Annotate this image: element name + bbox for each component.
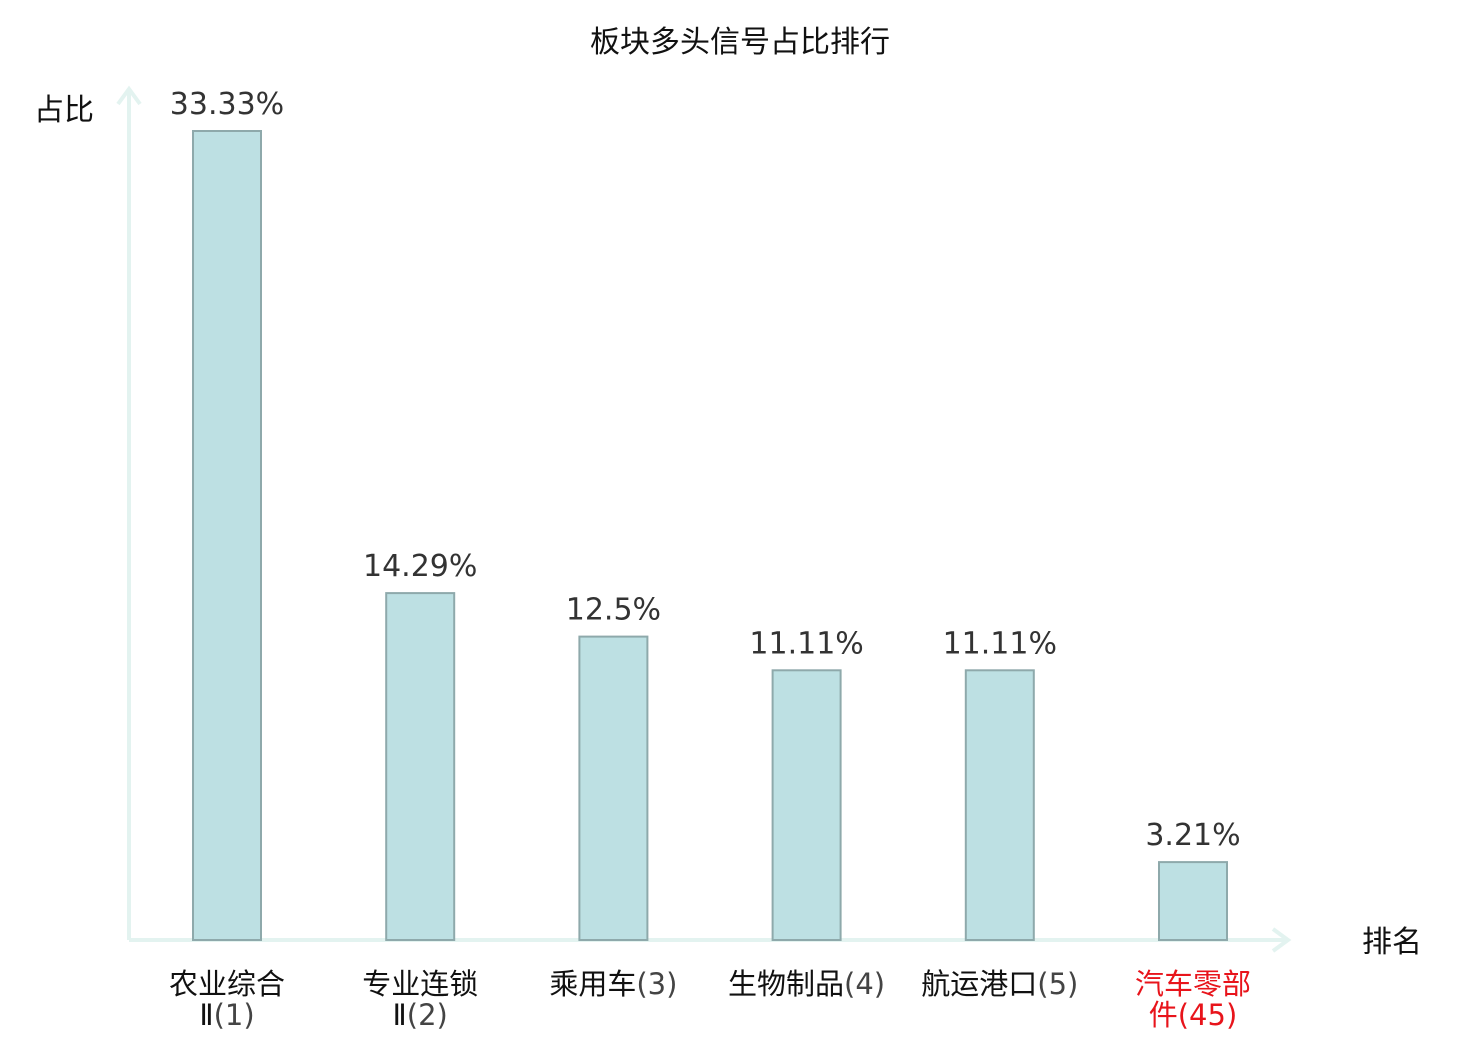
- category-label-6: 汽车零部件(45): [1135, 967, 1251, 1032]
- bar-3: [578, 635, 649, 941]
- value-label-2: 14.29%: [363, 549, 477, 584]
- value-label-5: 11.11%: [943, 626, 1057, 661]
- category-label-1: 农业综合 Ⅱ(1): [169, 967, 285, 1032]
- bar-6: [1158, 861, 1228, 941]
- category-labels-group: 农业综合 Ⅱ(1) 专业连锁 Ⅱ(2) 乘用车(3) 生物制品(4) 航运港口(5) 汽车零部…: [169, 967, 1251, 1032]
- y-axis-arrow-icon: [116, 85, 142, 106]
- bar-2: [385, 592, 456, 941]
- bar-5: [964, 669, 1035, 941]
- bars-group: [192, 130, 1228, 941]
- value-label-6: 3.21%: [1145, 818, 1240, 853]
- value-label-3: 12.5%: [566, 593, 661, 628]
- x-axis-label: 排名: [1362, 925, 1422, 960]
- value-labels-group: 33.33% 14.29% 12.5% 11.11% 11.11% 3.21%: [170, 87, 1241, 853]
- category-label-3: 乘用车(3): [549, 967, 677, 1001]
- category-label-5: 航运港口(5): [921, 967, 1078, 1001]
- bar-4: [771, 669, 842, 941]
- axes: [116, 85, 1292, 953]
- category-label-4: 生物制品(4): [728, 967, 885, 1001]
- value-label-4: 11.11%: [749, 626, 863, 661]
- category-label-2: 专业连锁 Ⅱ(2): [362, 967, 478, 1032]
- value-label-1: 33.33%: [170, 87, 284, 122]
- y-axis-label: 占比: [34, 93, 94, 128]
- bar-1: [192, 130, 262, 941]
- chart-title: 板块多头信号占比排行: [590, 25, 890, 60]
- x-axis-arrow-icon: [1271, 927, 1292, 953]
